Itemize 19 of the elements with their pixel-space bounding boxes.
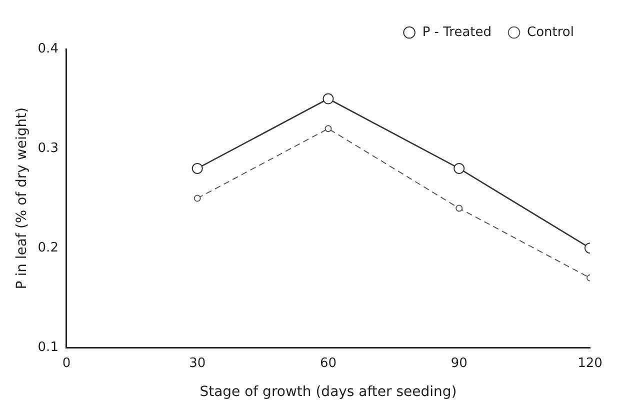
point <box>194 194 201 202</box>
x-tick-label: 30 <box>189 356 206 371</box>
point <box>322 93 334 104</box>
y-axis-title: P in leaf (% of dry weight) <box>14 107 30 290</box>
y-tick-label: 0.1 <box>38 340 58 355</box>
x-tick-label: 60 <box>320 356 337 371</box>
point <box>324 125 332 132</box>
y-tick-label: 0.3 <box>38 140 58 156</box>
point <box>456 204 463 212</box>
x-tick-label: 90 <box>450 356 468 371</box>
point <box>192 162 203 174</box>
legend-label: P - Treated <box>422 24 492 40</box>
x-tick-label: 0 <box>62 356 71 371</box>
y-tick-label: 0.4 <box>38 41 58 56</box>
point <box>454 162 465 174</box>
x-tick-label: 120 <box>578 356 602 371</box>
x-axis-title: Stage of growth (days after seeding) <box>200 384 457 400</box>
y-tick-label: 0.2 <box>38 240 58 256</box>
legend-label: Control <box>527 24 574 40</box>
